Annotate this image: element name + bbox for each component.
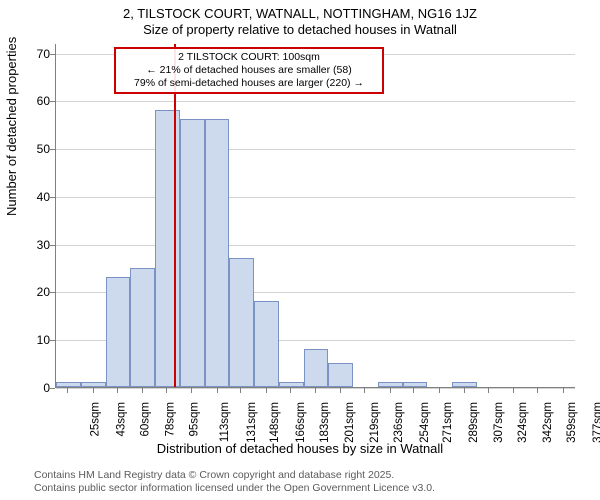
x-tick-mark <box>166 388 167 393</box>
y-tick-label: 60 <box>10 94 50 108</box>
x-tick-label: 377sqm <box>592 402 600 443</box>
x-tick-mark <box>142 388 143 393</box>
x-tick-label: 324sqm <box>517 402 529 443</box>
x-tick-label: 131sqm <box>245 402 257 443</box>
x-tick-mark <box>413 388 414 393</box>
x-tick-mark <box>537 388 538 393</box>
x-tick-label: 113sqm <box>219 402 231 442</box>
x-tick-mark <box>364 388 365 393</box>
x-tick-mark <box>191 388 192 393</box>
y-tick-mark <box>50 340 55 341</box>
chart-footer: Contains HM Land Registry data © Crown c… <box>34 469 435 496</box>
reference-annotation-line: ← 21% of detached houses are smaller (58… <box>122 64 376 77</box>
x-tick-mark <box>488 388 489 393</box>
histogram-bar <box>304 349 329 387</box>
histogram-bar <box>106 277 131 387</box>
x-tick-label: 148sqm <box>269 402 281 443</box>
histogram-bar <box>81 382 106 387</box>
y-tick-label: 50 <box>10 142 50 156</box>
x-tick-label: 359sqm <box>566 402 578 443</box>
histogram-bar <box>180 119 205 387</box>
histogram-bar <box>254 301 279 387</box>
x-tick-mark <box>266 388 267 393</box>
x-tick-mark <box>464 388 465 393</box>
histogram-bar <box>452 382 477 387</box>
reference-annotation-line: 2 TILSTOCK COURT: 100sqm <box>122 51 376 64</box>
x-tick-mark <box>390 388 391 393</box>
chart-title-line1: 2, TILSTOCK COURT, WATNALL, NOTTINGHAM, … <box>0 6 600 21</box>
y-tick-label: 0 <box>10 381 50 395</box>
histogram-bar <box>155 110 180 387</box>
x-tick-label: 78sqm <box>164 402 176 437</box>
x-tick-mark <box>315 388 316 393</box>
histogram-bar <box>378 382 403 387</box>
plot-area: 2 TILSTOCK COURT: 100sqm← 21% of detache… <box>55 44 575 388</box>
y-tick-mark <box>50 101 55 102</box>
chart-title-line2: Size of property relative to detached ho… <box>0 22 600 37</box>
x-tick-mark <box>240 388 241 393</box>
x-tick-mark <box>93 388 94 393</box>
histogram-bar <box>403 382 428 387</box>
x-tick-mark <box>563 388 564 393</box>
x-tick-label: 271sqm <box>442 402 454 443</box>
histogram-bar <box>56 382 81 387</box>
x-tick-mark <box>117 388 118 393</box>
reference-line <box>174 44 176 387</box>
x-tick-mark <box>439 388 440 393</box>
x-tick-label: 25sqm <box>90 402 102 437</box>
footer-line2: Contains public sector information licen… <box>34 482 435 496</box>
footer-line1: Contains HM Land Registry data © Crown c… <box>34 469 435 483</box>
grid-line <box>56 197 575 198</box>
y-tick-label: 30 <box>10 238 50 252</box>
x-tick-mark <box>290 388 291 393</box>
x-tick-mark <box>67 388 68 393</box>
x-tick-label: 166sqm <box>295 402 307 443</box>
y-tick-mark <box>50 292 55 293</box>
x-tick-mark <box>513 388 514 393</box>
histogram-bar <box>205 119 230 387</box>
x-tick-label: 289sqm <box>468 402 480 443</box>
y-tick-label: 70 <box>10 47 50 61</box>
y-tick-mark <box>50 54 55 55</box>
y-tick-mark <box>50 197 55 198</box>
histogram-bar <box>229 258 254 387</box>
x-tick-label: 254sqm <box>418 402 430 443</box>
reference-annotation-line: 79% of semi-detached houses are larger (… <box>122 77 376 90</box>
reference-annotation: 2 TILSTOCK COURT: 100sqm← 21% of detache… <box>114 47 384 94</box>
y-tick-label: 20 <box>10 285 50 299</box>
x-tick-label: 43sqm <box>115 402 127 437</box>
histogram-bar <box>279 382 304 387</box>
x-tick-label: 236sqm <box>393 402 405 443</box>
histogram-bar <box>328 363 353 387</box>
x-tick-label: 60sqm <box>139 402 151 437</box>
x-tick-label: 342sqm <box>542 402 554 443</box>
grid-line <box>56 245 575 246</box>
grid-line <box>56 149 575 150</box>
x-tick-label: 95sqm <box>188 402 200 437</box>
y-tick-label: 10 <box>10 333 50 347</box>
x-tick-label: 307sqm <box>493 402 505 443</box>
x-tick-mark <box>217 388 218 393</box>
y-tick-mark <box>50 388 55 389</box>
property-size-chart: 2, TILSTOCK COURT, WATNALL, NOTTINGHAM, … <box>0 0 600 500</box>
y-tick-mark <box>50 245 55 246</box>
grid-line <box>56 101 575 102</box>
x-tick-label: 201sqm <box>344 402 356 443</box>
y-tick-label: 40 <box>10 190 50 204</box>
x-tick-label: 219sqm <box>369 402 381 443</box>
y-tick-mark <box>50 149 55 150</box>
histogram-bar <box>130 268 155 387</box>
x-axis-title: Distribution of detached houses by size … <box>0 441 600 456</box>
x-tick-label: 183sqm <box>319 402 331 443</box>
x-tick-mark <box>340 388 341 393</box>
